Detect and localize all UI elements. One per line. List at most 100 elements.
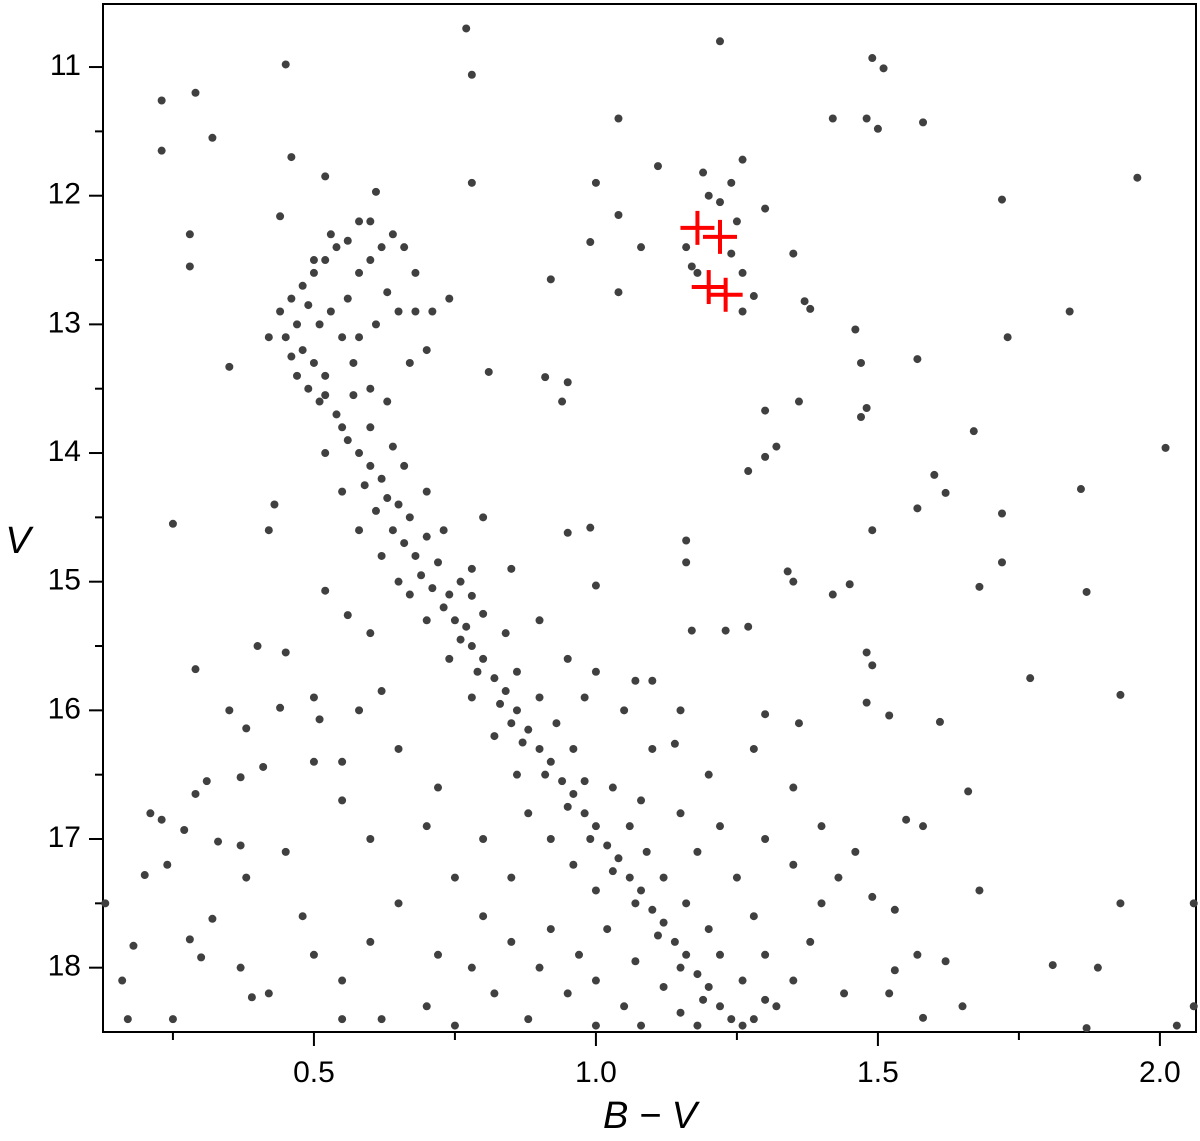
star-point <box>264 333 273 342</box>
star-point <box>450 873 459 882</box>
star-point <box>264 526 273 535</box>
star-point <box>693 1021 702 1030</box>
star-point <box>670 937 679 946</box>
star-point <box>890 966 899 975</box>
star-point <box>580 809 589 818</box>
star-point <box>727 249 736 258</box>
star-point <box>293 320 302 329</box>
star-point <box>913 950 922 959</box>
star-point <box>371 187 380 196</box>
star-point <box>383 397 392 406</box>
star-point <box>462 622 471 631</box>
star-point <box>614 854 623 863</box>
y-tick-label: 12 <box>48 178 81 211</box>
star-point <box>845 580 854 589</box>
star-point <box>563 802 572 811</box>
star-point <box>715 950 724 959</box>
star-point <box>321 586 330 595</box>
star-point <box>259 762 268 771</box>
star-point <box>603 925 612 934</box>
star-point <box>321 371 330 380</box>
star-point <box>789 976 798 985</box>
star-point <box>501 629 510 638</box>
star-point <box>355 526 364 535</box>
star-point <box>507 719 516 728</box>
star-point <box>287 153 296 162</box>
star-point <box>586 238 595 247</box>
star-point <box>693 268 702 277</box>
star-point <box>377 474 386 483</box>
star-point <box>659 982 668 991</box>
star-point <box>225 706 234 715</box>
star-point <box>377 551 386 560</box>
star-point <box>355 449 364 458</box>
star-point <box>625 822 634 831</box>
star-point <box>761 204 770 213</box>
star-point <box>157 815 166 824</box>
star-point <box>591 886 600 895</box>
star-point <box>467 693 476 702</box>
star-point <box>225 362 234 371</box>
star-point <box>699 995 708 1004</box>
y-tick-label: 17 <box>48 821 81 854</box>
star-point <box>338 976 347 985</box>
star-point <box>343 436 352 445</box>
star-point <box>383 494 392 503</box>
star-point <box>715 1002 724 1011</box>
star-point <box>309 693 318 702</box>
star-point <box>371 506 380 515</box>
star-point <box>535 744 544 753</box>
star-point <box>868 54 877 63</box>
star-point <box>473 667 482 676</box>
star-point <box>321 172 330 181</box>
star-point <box>338 423 347 432</box>
star-point <box>738 307 747 316</box>
star-point <box>868 661 877 670</box>
star-point <box>456 635 465 644</box>
star-point <box>349 391 358 400</box>
star-point <box>997 558 1006 567</box>
star-point <box>580 777 589 786</box>
star-point <box>1065 307 1074 316</box>
star-point <box>563 989 572 998</box>
star-point <box>163 860 172 869</box>
star-point <box>637 796 646 805</box>
highlight-point <box>702 219 737 254</box>
star-point <box>653 931 662 940</box>
star-point <box>997 509 1006 518</box>
star-point <box>467 963 476 972</box>
star-point <box>411 268 420 277</box>
star-point <box>309 950 318 959</box>
star-point <box>727 1015 736 1024</box>
star-point <box>140 871 149 880</box>
star-point <box>1003 333 1012 342</box>
star-point <box>304 384 313 393</box>
star-point <box>834 873 843 882</box>
star-point <box>919 118 928 127</box>
star-point <box>772 1002 781 1011</box>
star-point <box>101 899 110 908</box>
star-point <box>625 873 634 882</box>
star-point <box>732 217 741 226</box>
star-point <box>569 789 578 798</box>
star-point <box>794 719 803 728</box>
star-point <box>456 577 465 586</box>
star-point <box>298 346 307 355</box>
star-point <box>789 860 798 869</box>
star-point <box>591 667 600 676</box>
star-point <box>281 60 290 69</box>
star-point <box>496 699 505 708</box>
star-point <box>885 989 894 998</box>
star-point <box>366 937 375 946</box>
star-point <box>428 307 437 316</box>
star-point <box>1082 587 1091 596</box>
star-point <box>535 693 544 702</box>
star-point <box>964 787 973 796</box>
star-point <box>405 513 414 522</box>
star-point <box>642 847 651 856</box>
star-point <box>1026 674 1035 683</box>
star-point <box>862 648 871 657</box>
star-point <box>242 724 251 733</box>
star-point <box>913 504 922 513</box>
